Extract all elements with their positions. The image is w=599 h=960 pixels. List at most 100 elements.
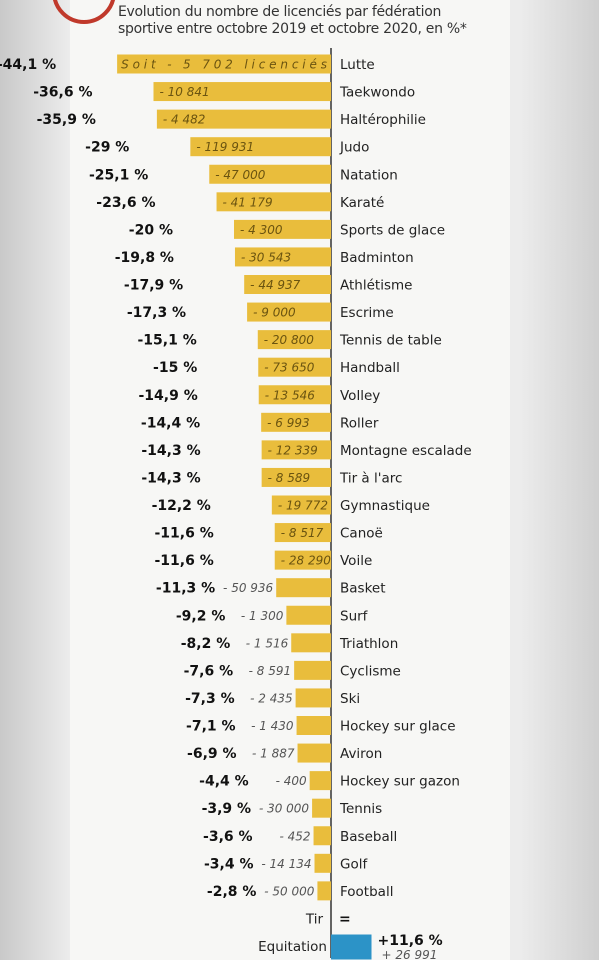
bar-24	[296, 716, 331, 735]
count-label-23: - 2 435	[250, 691, 293, 705]
bar-25	[297, 743, 331, 763]
value-label-26: -4,4 %	[199, 774, 249, 790]
bar-2	[156, 109, 331, 129]
count-label-22: - 8 591	[249, 664, 292, 678]
count-label-21: - 1 516	[246, 636, 289, 650]
count-label-19: - 50 936	[223, 581, 273, 595]
category-label-7: Badminton	[340, 250, 414, 266]
value-label-23: -7,3 %	[185, 691, 235, 707]
value-label-13: -14,4 %	[141, 415, 200, 431]
value-label-21: -8,2 %	[181, 636, 231, 652]
count-label-7: - 30 543	[241, 250, 291, 264]
bar-19	[276, 578, 331, 598]
category-label-19: Basket	[340, 581, 386, 597]
bar-10	[257, 330, 331, 350]
category-label-22: Cyclisme	[340, 663, 401, 679]
bar-3	[190, 137, 331, 157]
category-label-29: Golf	[340, 856, 368, 872]
value-label-22: -7,6 %	[184, 663, 234, 679]
category-label-12: Volley	[340, 388, 380, 404]
value-label-27: -3,9 %	[202, 801, 252, 817]
value-label-5: -23,6 %	[96, 195, 155, 211]
bar-18	[274, 550, 331, 570]
count-label-28: - 452	[279, 829, 310, 843]
bar-9	[247, 302, 331, 322]
category-label-16: Gymnastique	[340, 498, 430, 514]
bar-32	[331, 934, 372, 960]
value-label-2: -35,9 %	[37, 112, 96, 128]
bar-16	[271, 495, 331, 515]
value-label-19: -11,3 %	[156, 581, 215, 597]
category-label-23: Ski	[340, 691, 360, 707]
count-label-4: - 47 000	[215, 168, 265, 182]
count-label-14: - 12 339	[268, 443, 318, 457]
bar-14	[261, 440, 331, 460]
bar-26	[309, 771, 331, 791]
bar-7	[234, 247, 331, 267]
count-label-20: - 1 300	[241, 609, 284, 623]
chart-subtitle: Evolution du nombre de licenciés par féd…	[118, 4, 467, 37]
count-label-27: - 30 000	[259, 802, 309, 816]
category-label-13: Roller	[340, 415, 379, 431]
value-label-15: -14,3 %	[141, 470, 200, 486]
bar-21	[291, 633, 331, 653]
count-label-8: - 44 937	[250, 278, 300, 292]
bar-23	[295, 688, 331, 708]
category-label-27: Tennis	[339, 801, 382, 817]
bar-5	[216, 192, 331, 212]
category-label-21: Triathlon	[339, 636, 398, 652]
category-label-30: Football	[340, 884, 393, 900]
value-label-25: -6,9 %	[187, 746, 237, 762]
value-label-17: -11,6 %	[154, 526, 213, 542]
value-label-7: -19,8 %	[115, 250, 174, 266]
bar-13	[261, 412, 331, 432]
category-label-4: Natation	[340, 167, 398, 183]
count-label-2: - 4 482	[163, 113, 206, 127]
bar-4	[209, 164, 331, 184]
value-label-0: -44,1 %	[0, 57, 56, 73]
category-label-1: Taekwondo	[339, 85, 415, 101]
count-label-32: + 26 991	[382, 948, 438, 960]
value-label-11: -15 %	[153, 360, 197, 376]
count-label-6: - 4 300	[240, 223, 283, 237]
value-label-4: -25,1 %	[89, 167, 148, 183]
value-label-20: -9,2 %	[176, 608, 226, 624]
category-label-11: Handball	[340, 360, 400, 376]
value-label-18: -11,6 %	[154, 553, 213, 569]
bar-15	[261, 467, 331, 487]
bar-20	[286, 605, 331, 625]
count-label-26: - 400	[276, 774, 307, 788]
count-label-16: - 19 772	[278, 499, 328, 513]
count-label-3: - 119 931	[196, 140, 254, 154]
value-label-6: -20 %	[129, 222, 173, 238]
category-label-14: Montagne escalade	[340, 443, 472, 459]
category-label-5: Karaté	[340, 195, 384, 211]
value-label-3: -29 %	[85, 140, 129, 156]
value-label-10: -15,1 %	[137, 333, 196, 349]
value-label-9: -17,3 %	[127, 305, 186, 321]
category-label-2: Haltérophilie	[340, 112, 426, 128]
bar-17	[274, 523, 331, 543]
bar-8	[244, 275, 331, 294]
value-label-24: -7,1 %	[186, 719, 236, 735]
category-label-20: Surf	[340, 608, 369, 624]
bar-29	[314, 853, 331, 873]
category-label-3: Judo	[339, 140, 369, 156]
count-label-5: - 41 179	[223, 195, 273, 209]
count-label-15: - 8 589	[268, 471, 311, 485]
category-label-26: Hockey sur gazon	[340, 774, 460, 790]
count-label-11: - 73 650	[264, 361, 314, 375]
category-label-0: Lutte	[340, 57, 375, 73]
count-label-12: - 13 546	[265, 388, 315, 402]
category-label-24: Hockey sur glace	[340, 719, 456, 735]
count-label-9: - 9 000	[253, 306, 296, 320]
bar-27	[312, 798, 331, 818]
bar-30	[317, 881, 331, 901]
count-label-25: - 1 887	[252, 747, 295, 761]
value-label-8: -17,9 %	[124, 278, 183, 294]
value-label-29: -3,4 %	[204, 856, 254, 872]
category-label-17: Canoë	[340, 526, 383, 542]
value-label-16: -12,2 %	[152, 498, 211, 514]
count-label-18: - 28 290	[281, 554, 331, 568]
